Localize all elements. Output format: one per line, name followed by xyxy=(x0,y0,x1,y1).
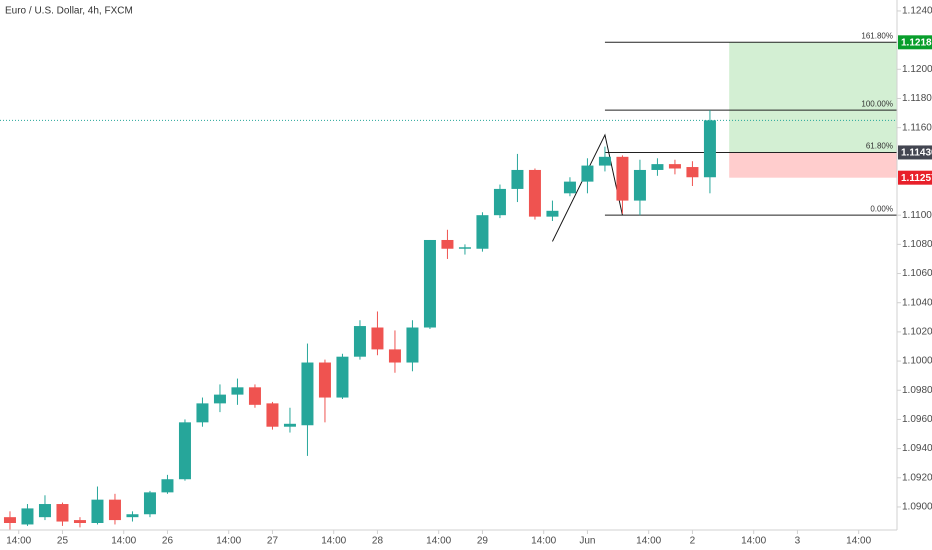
y-tick-label: 1.10800 xyxy=(902,239,932,250)
x-tick-label: 14:00 xyxy=(6,536,31,547)
candle-body xyxy=(196,403,209,423)
candle-body xyxy=(581,165,594,182)
x-tick-label: 25 xyxy=(57,536,69,547)
x-tick-label: 14:00 xyxy=(111,536,136,547)
candle-body xyxy=(458,247,471,249)
x-tick-label: 14:00 xyxy=(531,536,556,547)
candle-body xyxy=(266,403,279,427)
price-badge xyxy=(898,145,932,160)
candle-body xyxy=(336,356,349,398)
y-tick-label: 1.12000 xyxy=(902,64,932,75)
candle-body xyxy=(423,239,436,328)
candle-body xyxy=(213,394,226,404)
candle-body xyxy=(73,520,86,523)
price-badge-label: 1.11430 xyxy=(901,148,932,159)
x-tick-label: 14:00 xyxy=(426,536,451,547)
x-tick-label: 14:00 xyxy=(636,536,661,547)
y-tick-label: 1.09200 xyxy=(902,472,932,483)
y-tick-label: 1.10200 xyxy=(902,327,932,338)
candle-body xyxy=(668,164,681,169)
y-tick-label: 1.10600 xyxy=(902,268,932,279)
candle-body xyxy=(38,504,51,518)
y-tick-label: 1.12400 xyxy=(902,6,932,17)
candle-body xyxy=(511,169,524,189)
x-tick-label: Jun xyxy=(579,536,595,547)
candle-body xyxy=(371,327,384,350)
target-zone xyxy=(729,42,897,153)
x-tick-label: 2 xyxy=(690,536,696,547)
candle-body xyxy=(178,422,191,480)
x-tick-label: 26 xyxy=(162,536,174,547)
candle-body xyxy=(563,181,576,194)
y-tick-label: 1.09800 xyxy=(902,385,932,396)
y-tick-label: 1.10400 xyxy=(902,297,932,308)
candle-body xyxy=(108,499,121,521)
candle-body xyxy=(161,479,174,493)
plot: 161.80% 100.00% 61.80% 0.00% xyxy=(0,31,897,531)
candle-body xyxy=(546,210,559,217)
x-tick-label: 14:00 xyxy=(846,536,871,547)
y-tick-label: 1.09000 xyxy=(902,502,932,513)
candle-body xyxy=(493,188,506,216)
candle-body xyxy=(353,326,366,357)
y-tick-label: 1.11600 xyxy=(902,122,932,133)
x-tick-label: 14:00 xyxy=(741,536,766,547)
candle-body xyxy=(248,387,261,405)
candle-body xyxy=(21,508,34,525)
candle-body xyxy=(318,362,331,398)
candle-body xyxy=(388,349,401,363)
candle-body xyxy=(703,120,716,178)
stop-zone xyxy=(729,152,897,178)
candle-body xyxy=(528,169,541,217)
candle-body xyxy=(126,514,139,518)
candle-body xyxy=(633,169,646,201)
x-tick-label: 29 xyxy=(477,536,489,547)
fib-label: 161.80% xyxy=(861,31,893,40)
candle-body xyxy=(283,423,296,427)
candle-body xyxy=(91,499,104,523)
y-tick-label: 1.09400 xyxy=(902,443,932,454)
fib-label: 61.80% xyxy=(866,142,893,151)
y-tick-label: 1.10000 xyxy=(902,356,932,367)
candle-body xyxy=(616,156,629,201)
fib-label: 100.00% xyxy=(861,99,893,108)
candle-body xyxy=(3,517,16,523)
candle-body xyxy=(406,327,419,363)
candle-body xyxy=(686,167,699,178)
price-badge xyxy=(898,170,932,185)
candle-body xyxy=(441,239,454,249)
price-badge xyxy=(898,35,932,50)
candle-body xyxy=(476,215,489,249)
price-badge-label: 1.11257 xyxy=(901,173,932,184)
fib-label: 0.00% xyxy=(870,204,893,213)
candle-body xyxy=(143,492,156,515)
x-tick-label: 3 xyxy=(795,536,801,547)
candle-body xyxy=(598,156,611,166)
y-tick-label: 1.11800 xyxy=(902,93,932,104)
candle-body xyxy=(651,164,664,170)
x-tick-label: 14:00 xyxy=(321,536,346,547)
price-badge-label: 1.12185 xyxy=(901,37,932,48)
candle-body xyxy=(56,504,69,522)
x-tick-label: 27 xyxy=(267,536,279,547)
x-tick-label: 28 xyxy=(372,536,384,547)
y-tick-label: 1.11000 xyxy=(902,210,932,221)
chart-title: Euro / U.S. Dollar, 4h, FXCM xyxy=(5,6,133,17)
x-tick-label: 14:00 xyxy=(216,536,241,547)
candle-body xyxy=(301,362,314,426)
y-tick-label: 1.09600 xyxy=(902,414,932,425)
candle-body xyxy=(231,387,244,395)
